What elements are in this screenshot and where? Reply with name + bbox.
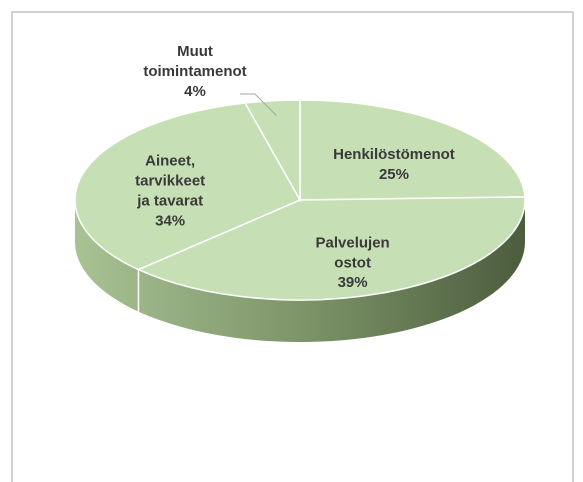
value-label: 34%: [155, 213, 185, 230]
category-label: Henkilöstömenot: [333, 146, 455, 163]
chart-frame: [11, 11, 574, 482]
pie-slice: [299, 99, 526, 201]
pie-slice: [136, 196, 526, 301]
category-label: Palvelujen ostot: [316, 234, 390, 271]
value-label: 25%: [379, 166, 409, 183]
leader-line: [240, 93, 277, 116]
pie-side: [75, 200, 525, 342]
value-label: 4%: [184, 83, 206, 100]
category-label: Muut toimintamenot: [143, 43, 246, 80]
pie-slice: [243, 99, 301, 203]
pie-slice: [74, 102, 302, 271]
value-label: 39%: [338, 274, 368, 291]
category-label: Aineet, tarvikkeet ja tavarat: [135, 153, 205, 210]
